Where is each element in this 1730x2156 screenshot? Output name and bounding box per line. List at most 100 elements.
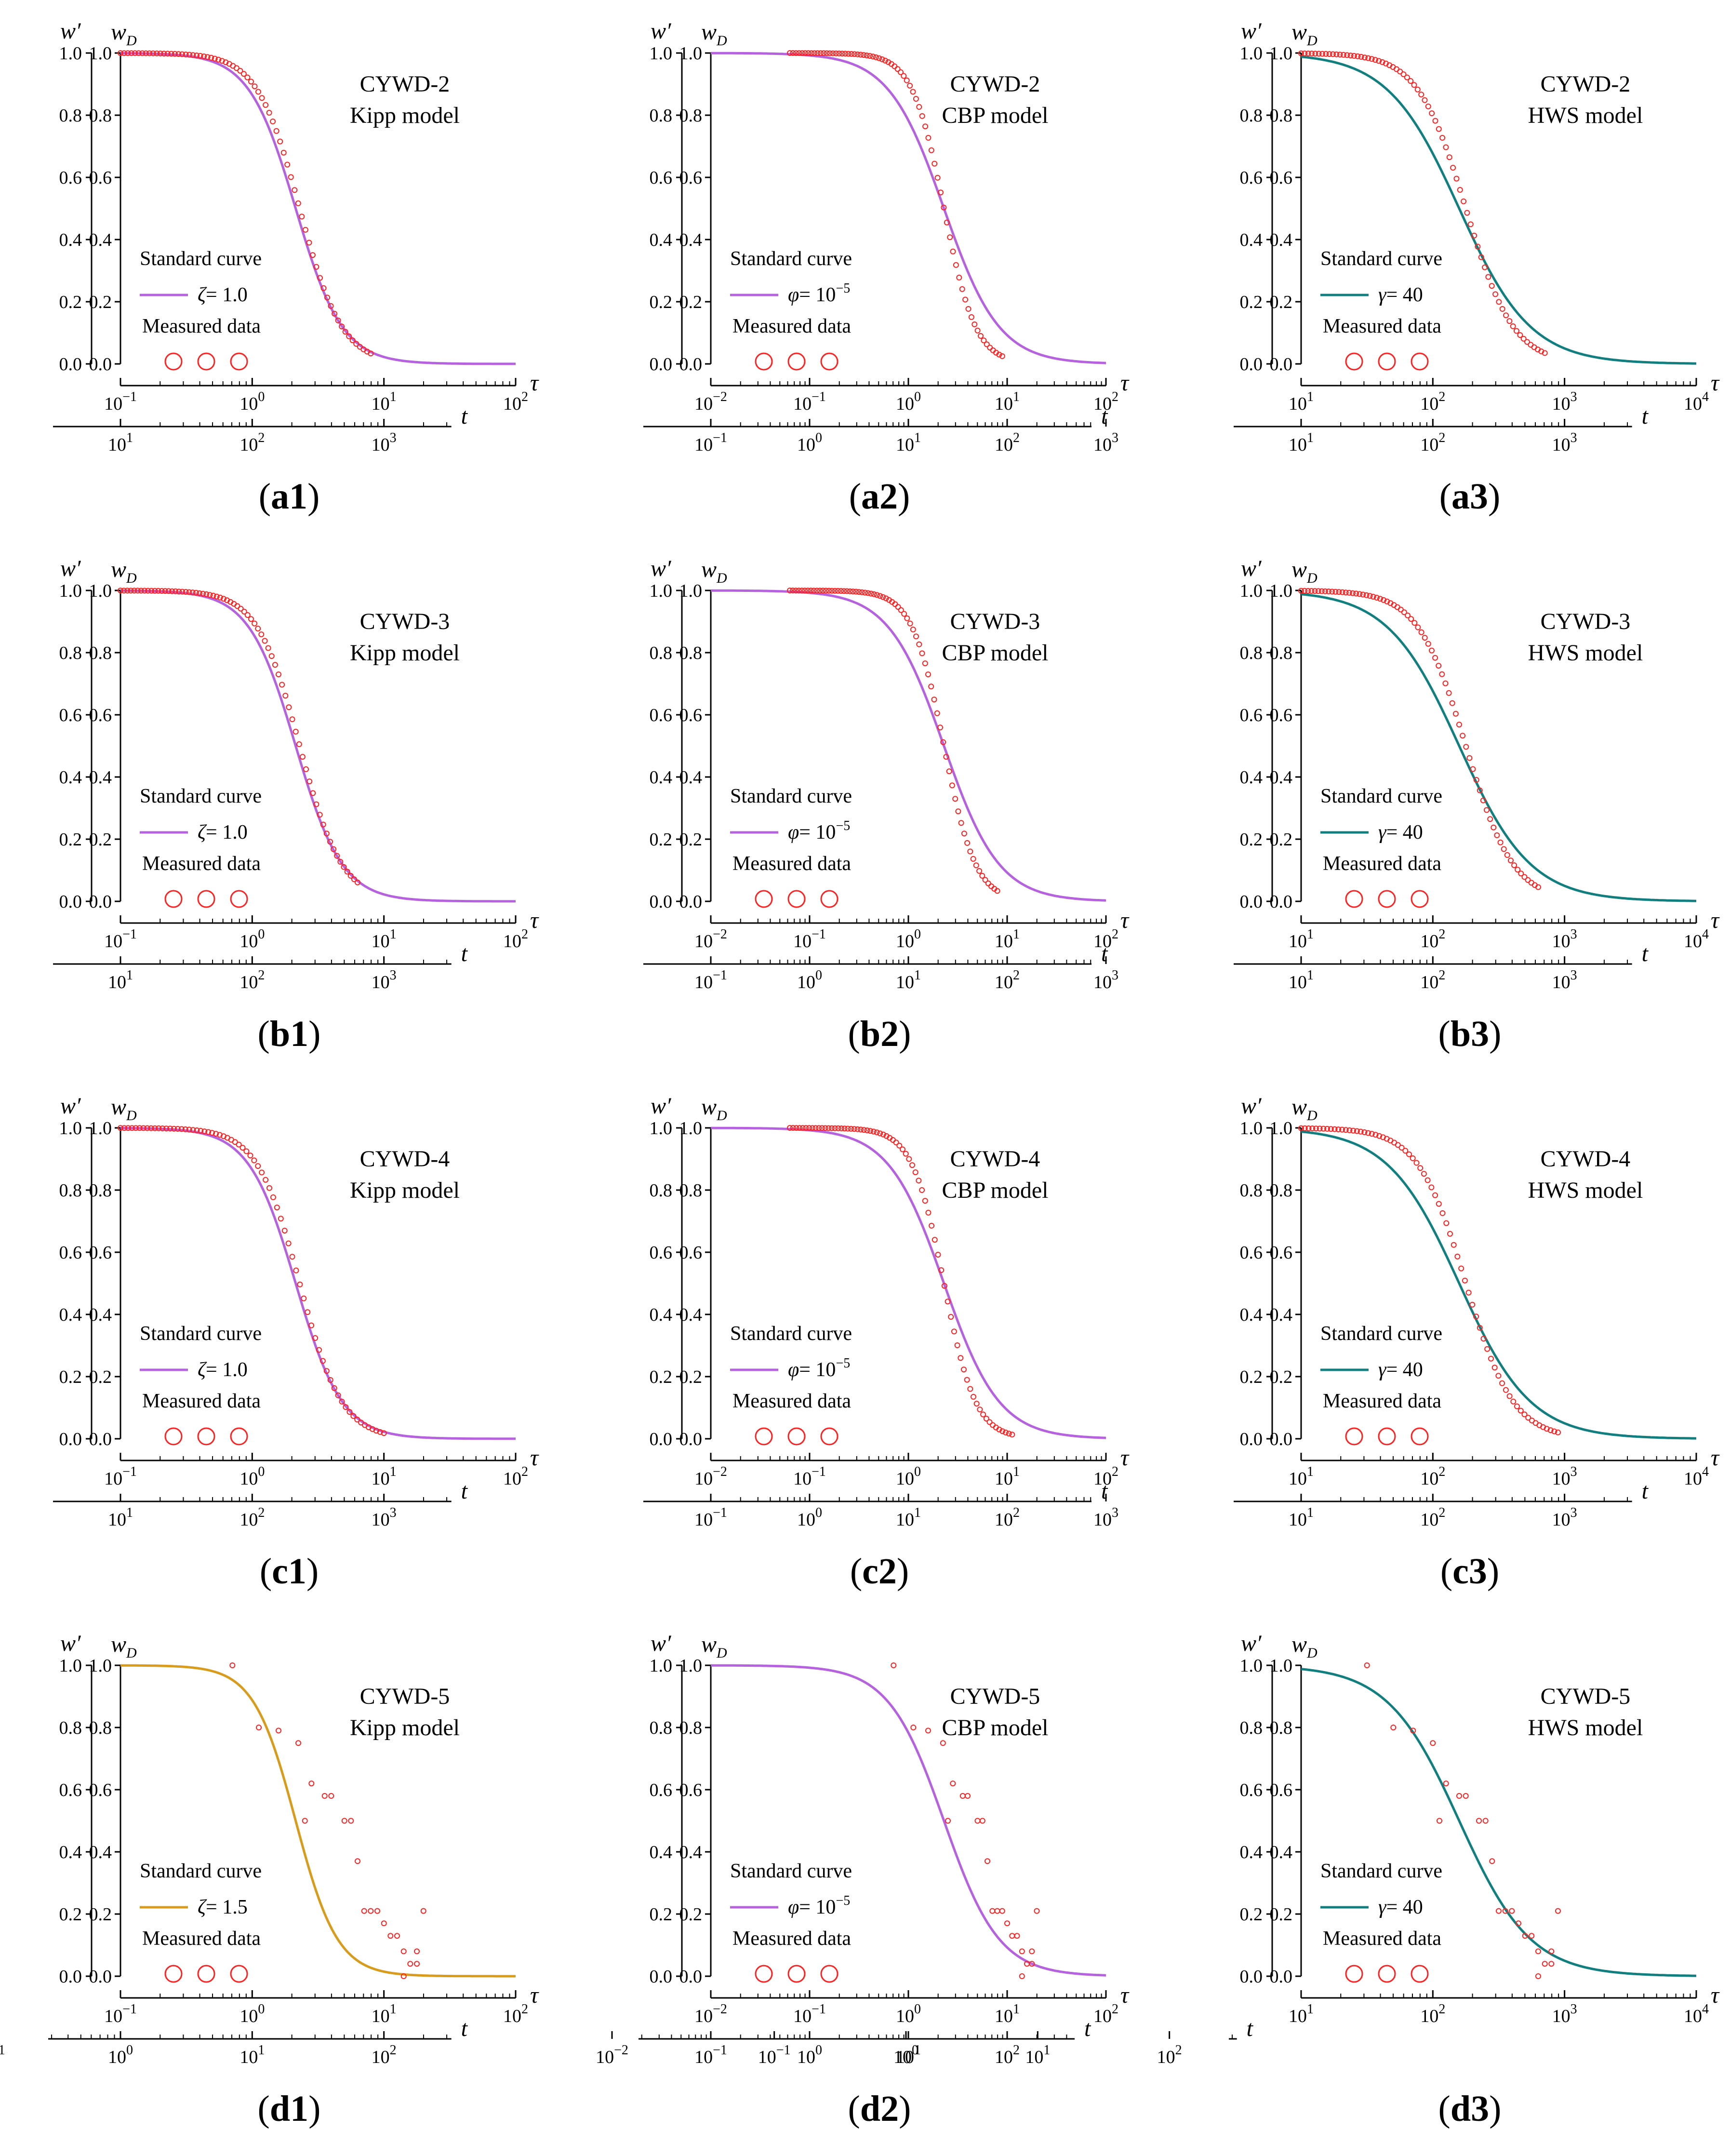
measured-point xyxy=(339,323,345,330)
x-tick-label-main: 103 xyxy=(1552,927,1577,951)
measured-point xyxy=(368,1908,374,1914)
y-tick-label-outer: 0.0 xyxy=(1240,892,1263,912)
y-tick-label-outer: 0.2 xyxy=(59,292,82,312)
y-tick-label-outer: 0.0 xyxy=(59,354,82,375)
measured-point xyxy=(1350,1127,1357,1134)
measured-point xyxy=(883,595,889,602)
y-tick-label-outer: 0.4 xyxy=(650,767,673,788)
legend-measured-marker xyxy=(164,352,183,371)
measured-point xyxy=(1377,596,1383,602)
y-axis-label-outer: w′ xyxy=(651,1631,672,1656)
y-tick-label-outer: 0.0 xyxy=(650,1967,673,1987)
measured-point xyxy=(980,1411,986,1418)
legend-param: ζ= 1.0 xyxy=(198,284,248,306)
standard-curve xyxy=(710,1664,1106,1977)
measured-point xyxy=(1381,597,1387,603)
measured-point xyxy=(994,888,1000,894)
measured-point xyxy=(355,1858,360,1864)
y-tick-label-inner: 0.8 xyxy=(89,1718,112,1738)
y-tick-label-inner: 0.8 xyxy=(1270,1718,1293,1738)
standard-curve xyxy=(120,1664,516,1978)
y-tick-label-inner: 1.0 xyxy=(1270,43,1293,64)
measured-point xyxy=(823,588,829,594)
measured-point xyxy=(916,1178,922,1184)
measured-point xyxy=(949,782,955,789)
measured-point xyxy=(824,50,830,56)
measured-point xyxy=(154,50,160,56)
measured-point xyxy=(904,615,910,621)
x-axis-label-second: t xyxy=(1101,941,1108,966)
x-tick-label-main: 102 xyxy=(1420,1464,1445,1489)
measured-point xyxy=(341,1818,347,1824)
measured-point xyxy=(1305,588,1311,594)
measured-point xyxy=(334,853,340,859)
measured-point xyxy=(121,588,127,594)
x-axis-label-second: t xyxy=(461,2016,468,2041)
measured-point xyxy=(1473,1313,1479,1320)
measured-point xyxy=(1019,1948,1025,1955)
measured-point xyxy=(204,54,211,60)
x-tick-label-main: 101 xyxy=(1289,1464,1314,1489)
measured-point xyxy=(309,252,316,258)
y-tick-label-inner: 0.2 xyxy=(1270,830,1293,850)
measured-point xyxy=(803,1125,809,1131)
measured-point xyxy=(335,317,341,323)
y-tick-label-inner: 0.6 xyxy=(679,168,703,188)
legend-param: ζ= 1.0 xyxy=(198,1359,248,1381)
measured-point xyxy=(374,1908,380,1914)
y-tick-label-outer: 0.2 xyxy=(59,1367,82,1387)
measured-point xyxy=(862,589,868,596)
measured-point xyxy=(193,589,199,596)
x-tick-label-second: 103 xyxy=(1093,430,1118,455)
measured-point xyxy=(940,739,946,745)
measured-point xyxy=(296,741,302,747)
measured-point xyxy=(1305,50,1311,56)
measured-point xyxy=(854,51,861,57)
measured-point xyxy=(256,1725,262,1730)
measured-point xyxy=(1335,1126,1342,1133)
legend-param: γ= 40 xyxy=(1378,821,1423,844)
measured-point xyxy=(913,96,919,102)
measured-point xyxy=(835,588,841,594)
measured-point xyxy=(1463,1793,1469,1799)
measured-point xyxy=(302,1818,308,1824)
y-tick-label-inner: 0.0 xyxy=(679,892,703,912)
x-tick-label-second: 10−1 xyxy=(694,430,727,455)
x-tick-label-main: 101 xyxy=(995,2002,1020,2026)
measured-point xyxy=(974,1818,981,1824)
measured-point xyxy=(994,1908,1000,1914)
measured-point xyxy=(1462,1277,1468,1284)
measured-point xyxy=(805,588,811,594)
measured-point xyxy=(159,588,165,594)
x-tick-label-second: 100 xyxy=(893,2043,918,2067)
measured-point xyxy=(237,67,243,74)
y-tick-label-inner: 1.0 xyxy=(679,1118,703,1138)
measured-point xyxy=(1443,144,1449,150)
measured-point xyxy=(289,716,295,723)
legend-measured-label: Measured data xyxy=(1323,315,1441,337)
measured-point xyxy=(324,295,330,301)
measured-point xyxy=(948,1314,954,1320)
measured-point xyxy=(1518,870,1524,877)
measured-point xyxy=(985,1858,990,1864)
measured-point xyxy=(1535,884,1541,890)
measured-point xyxy=(825,1125,832,1131)
y-tick-label-inner: 0.8 xyxy=(1270,106,1293,126)
y-tick-label-outer: 0.8 xyxy=(650,1180,673,1201)
measured-point xyxy=(288,174,294,180)
standard-curve xyxy=(710,1126,1106,1439)
measured-point xyxy=(1453,175,1460,182)
measured-point xyxy=(1302,1125,1308,1131)
measured-point xyxy=(941,1283,947,1289)
measured-point xyxy=(198,1128,204,1134)
legend-standard-label: Standard curve xyxy=(730,1323,852,1345)
measured-point xyxy=(858,1126,864,1133)
measured-point xyxy=(236,1141,242,1148)
x-tick-label-main: 10−1 xyxy=(104,1464,137,1489)
measured-point xyxy=(974,327,981,334)
y-tick-label-outer: 0.2 xyxy=(650,1904,673,1925)
legend-measured-label: Measured data xyxy=(732,315,851,337)
measured-point xyxy=(252,83,258,90)
x-tick-label-second: 103 xyxy=(1552,968,1577,992)
measured-point xyxy=(1361,1129,1368,1135)
